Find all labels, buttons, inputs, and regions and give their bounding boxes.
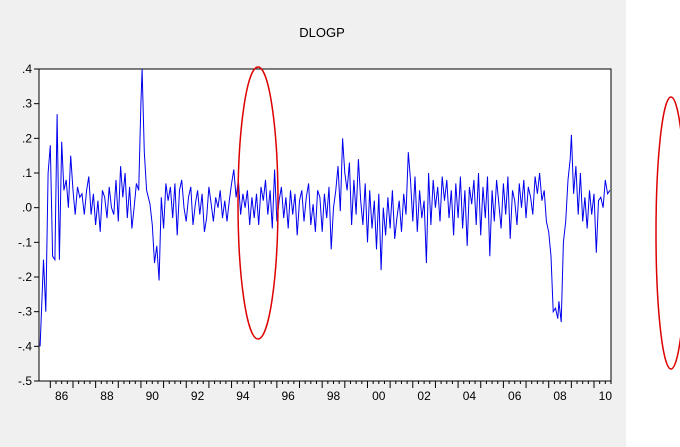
chart-panel: DLOGP .4 .3 .2 .1 .0 -.1 -.2 -.3 -.4 -.5 86 88 90 92…: [0, 0, 626, 447]
x-tick-label: 04: [463, 389, 477, 403]
x-tick-label: 06: [508, 389, 522, 403]
x-tick-label: 00: [372, 389, 386, 403]
x-tick-label: 86: [55, 389, 69, 403]
x-axis: 86 88 90 92 94 96 98 00 02 04 06 08 10: [50, 381, 612, 403]
y-tick-label: .3: [22, 97, 32, 111]
x-tick-label: 96: [282, 389, 296, 403]
x-tick-label: 90: [146, 389, 160, 403]
chart-title: DLOGP: [299, 25, 345, 40]
plot-area: [39, 69, 611, 381]
y-tick-label: -.4: [18, 339, 32, 353]
y-tick-label: -.2: [18, 270, 32, 284]
x-tick-label: 92: [191, 389, 205, 403]
y-tick-label: -.5: [18, 374, 32, 388]
y-tick-label: .2: [22, 131, 32, 145]
x-tick-label: 10: [599, 389, 613, 403]
y-tick-label: .0: [22, 201, 32, 215]
x-tick-label: 94: [236, 389, 250, 403]
y-tick-label: -.1: [18, 235, 32, 249]
x-tick-label: 02: [417, 389, 431, 403]
x-tick-label: 88: [100, 389, 114, 403]
x-tick-label: 98: [327, 389, 341, 403]
y-tick-label: .1: [22, 166, 32, 180]
dlogp-line-chart: DLOGP .4 .3 .2 .1 .0 -.1 -.2 -.3 -.4 -.5 86 88 90 92…: [0, 0, 626, 447]
x-tick-label: 08: [553, 389, 567, 403]
y-tick-label: .4: [22, 62, 32, 76]
y-axis: .4 .3 .2 .1 .0 -.1 -.2 -.3 -.4 -.5: [18, 62, 39, 388]
annotation-ellipse-2: [656, 97, 680, 369]
y-tick-label: -.3: [18, 305, 32, 319]
